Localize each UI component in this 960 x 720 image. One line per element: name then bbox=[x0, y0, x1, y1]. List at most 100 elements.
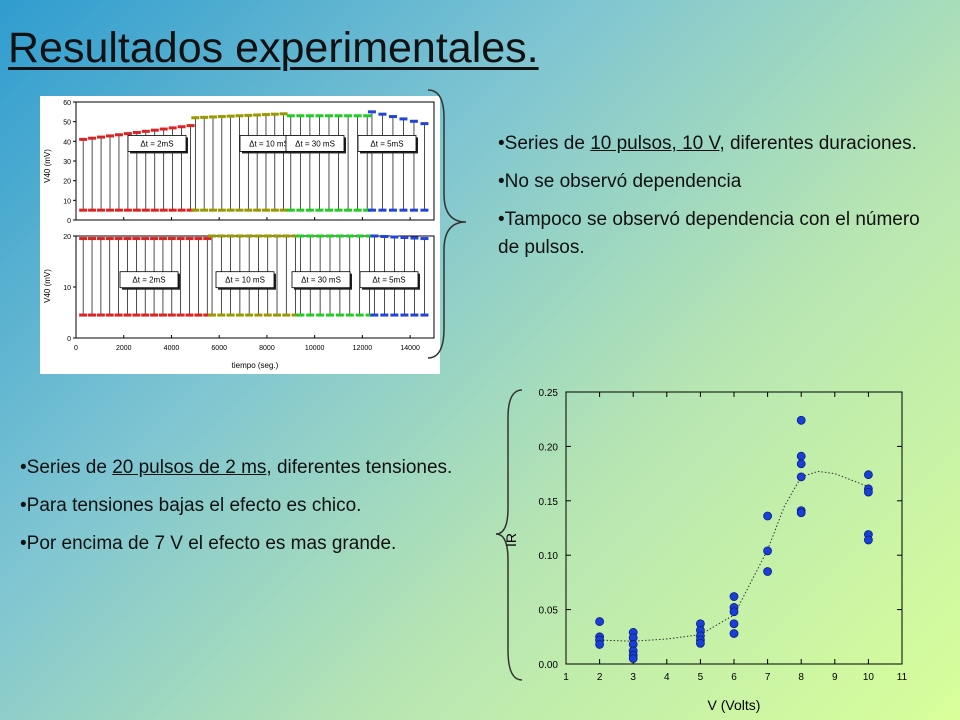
page-title: Resultados experimentales. bbox=[8, 24, 539, 72]
pulse-high-marker bbox=[226, 114, 235, 118]
pulse-high-marker bbox=[378, 112, 387, 116]
x-tick-label: 12000 bbox=[353, 345, 373, 352]
pulse-high-marker bbox=[106, 134, 115, 138]
x-tick-label: 2000 bbox=[116, 345, 132, 352]
pulse-low-marker bbox=[226, 208, 235, 212]
pulse-low-marker bbox=[185, 313, 194, 317]
pulse-high-marker bbox=[335, 234, 344, 238]
annotation-label: Δt = 2mS bbox=[140, 139, 173, 148]
pulse-high-marker bbox=[370, 234, 379, 238]
annotation-box: Δt = 10 mS bbox=[215, 271, 276, 290]
pulse-high-marker bbox=[263, 234, 272, 238]
pulse-high-marker bbox=[132, 237, 141, 241]
pulse-low-marker bbox=[390, 313, 399, 317]
y-tick-label: 0.20 bbox=[539, 442, 559, 453]
pulse-high-marker bbox=[185, 237, 194, 241]
right-brace bbox=[427, 89, 467, 359]
x-tick-label: 2 bbox=[597, 672, 603, 683]
annotation-background bbox=[119, 271, 179, 289]
pulse-high-marker bbox=[203, 237, 212, 241]
pulse-low-marker bbox=[150, 313, 159, 317]
pulse-low-marker bbox=[132, 208, 141, 212]
pulse-high-marker bbox=[168, 126, 177, 130]
pulse-series-chart-panel: 0 10 20 30 40 50 60 V40 (mV) Δt = 2mS Δt = 10 mS Δ… bbox=[40, 96, 440, 374]
pulse-high-marker bbox=[380, 235, 389, 239]
pulse-low-marker bbox=[244, 208, 253, 212]
pulse-low-marker bbox=[279, 208, 288, 212]
pulse-low-marker bbox=[217, 313, 226, 317]
ir-vs-voltage-chart: 1 2 3 4 5 6 7 8 9 10 11 0.00 0.05 0.10 0.15 0.20 0.25 V (… bbox=[503, 388, 908, 713]
bullet-series-10-pulses: •Series de 10 pulsos, 10 V, diferentes d… bbox=[498, 133, 917, 154]
bullet-no-pulse-dependence: •Tampoco se observó dependencia con el n… bbox=[498, 209, 920, 258]
data-point bbox=[763, 546, 773, 556]
y-axis-label: IR bbox=[503, 533, 519, 547]
pulse-low-marker bbox=[270, 208, 279, 212]
x-tick-label: 14000 bbox=[400, 345, 420, 352]
pulse-high-marker bbox=[194, 237, 203, 241]
pulse-low-marker bbox=[420, 208, 429, 212]
pulse-high-marker bbox=[270, 112, 279, 116]
pulse-low-marker bbox=[282, 313, 291, 317]
pulse-high-marker bbox=[217, 115, 226, 119]
pulse-high-marker bbox=[344, 114, 353, 118]
pulse-high-marker bbox=[235, 234, 244, 238]
y-tick-label: 10 bbox=[63, 285, 71, 292]
pulse-low-marker bbox=[217, 208, 226, 212]
pulse-low-marker bbox=[291, 313, 300, 317]
pulse-high-marker bbox=[279, 112, 288, 116]
pulse-high-marker bbox=[177, 125, 186, 129]
pulse-low-marker bbox=[168, 208, 177, 212]
pulse-high-marker bbox=[245, 234, 254, 238]
pulse-low-marker bbox=[97, 208, 106, 212]
x-tick-label: 6000 bbox=[211, 345, 227, 352]
annotation-label: Δt = 10 mS bbox=[249, 139, 289, 148]
pulse-high-marker bbox=[159, 127, 168, 131]
annotation-background bbox=[357, 135, 417, 152]
data-point bbox=[729, 619, 739, 629]
pulse-low-marker bbox=[380, 313, 389, 317]
pulse-low-marker bbox=[399, 208, 408, 212]
data-point bbox=[763, 511, 773, 521]
pulse-low-marker bbox=[200, 208, 209, 212]
pulse-high-marker bbox=[123, 132, 132, 136]
pulse-low-marker bbox=[305, 208, 314, 212]
annotation-label: Δt = 10 mS bbox=[225, 276, 265, 285]
pulse-low-marker bbox=[326, 313, 335, 317]
left-brace bbox=[495, 389, 523, 681]
pulse-low-marker bbox=[167, 313, 176, 317]
x-tick-label: 6 bbox=[731, 672, 737, 683]
bullet-no-dependence: •No se observó dependencia bbox=[498, 171, 742, 192]
y-tick-label: 50 bbox=[63, 120, 71, 127]
pulse-high-marker bbox=[254, 234, 263, 238]
annotation-label: Δt = 5mS bbox=[370, 139, 403, 148]
bullet-high-voltage: •Por encima de 7 V el efecto es mas gran… bbox=[20, 533, 397, 554]
pulse-high-marker bbox=[282, 234, 291, 238]
pulse-high-marker bbox=[334, 114, 343, 118]
data-point bbox=[695, 638, 705, 648]
pulse-low-marker bbox=[273, 313, 282, 317]
pulse-low-marker bbox=[306, 313, 315, 317]
pulse-low-marker bbox=[365, 313, 374, 317]
y-tick-label: 10 bbox=[63, 198, 71, 205]
pulse-high-marker bbox=[88, 237, 97, 241]
pulse-low-marker bbox=[235, 208, 244, 212]
y-tick-label: 0.15 bbox=[539, 497, 559, 508]
annotation-label: Δt = 30 mS bbox=[295, 139, 335, 148]
pulse-high-marker bbox=[141, 129, 150, 133]
pulse-high-marker bbox=[345, 234, 354, 238]
pulse-low-marker bbox=[158, 313, 167, 317]
pulse-low-marker bbox=[194, 313, 203, 317]
pulse-low-marker bbox=[114, 313, 123, 317]
bullet-low-voltage: •Para tensiones bajas el efecto es chico… bbox=[20, 495, 362, 516]
pulse-high-marker bbox=[305, 114, 314, 118]
data-point bbox=[729, 607, 739, 617]
pulse-low-marker bbox=[367, 208, 376, 212]
pulse-high-marker bbox=[176, 237, 185, 241]
pulse-low-marker bbox=[88, 208, 97, 212]
pulse-high-marker bbox=[388, 115, 397, 119]
data-point bbox=[729, 592, 739, 601]
pulse-low-marker bbox=[235, 313, 244, 317]
pulse-low-marker bbox=[378, 208, 387, 212]
pulse-low-marker bbox=[353, 208, 362, 212]
annotation-background bbox=[359, 271, 419, 289]
